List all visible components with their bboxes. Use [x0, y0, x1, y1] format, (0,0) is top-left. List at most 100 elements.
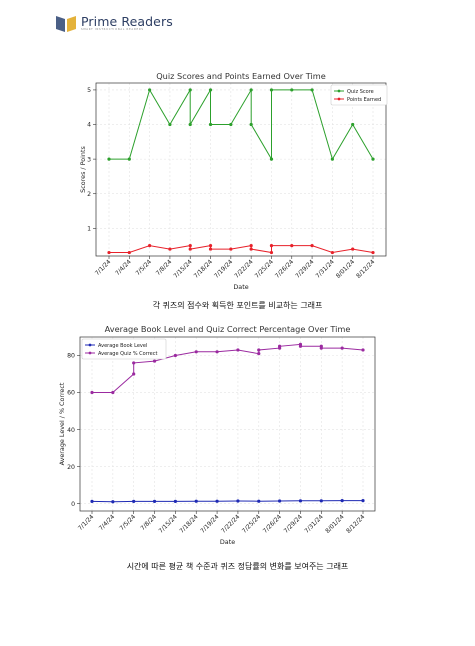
x-axis-label: Date [220, 538, 235, 546]
legend-marker [337, 97, 341, 101]
data-point [249, 244, 253, 248]
data-point [310, 244, 314, 248]
x-tick-label: 7/1/24 [94, 258, 113, 277]
data-point [148, 244, 152, 248]
y-tick-label: 4 [87, 122, 91, 129]
y-tick-label: 1 [87, 226, 91, 233]
x-tick-label: 7/25/24 [241, 513, 262, 534]
chart-caption-1: 각 퀴즈의 점수와 획득한 포인트를 비교하는 그래프 [152, 301, 323, 310]
data-point [215, 350, 219, 354]
legend-label: Quiz Score [347, 89, 374, 95]
data-point [194, 499, 198, 503]
chart-quiz-scores: 1 2 3 4 5 7/1/24 7/4/24 7/5/24 7/8/24 7/15/24 7/18… [0, 66, 475, 296]
data-point [90, 499, 94, 503]
x-tick-label: 7/8/24 [139, 513, 158, 532]
x-tick-label: 8/01/24 [335, 258, 356, 279]
legend-box [81, 338, 167, 360]
x-tick-label: 7/29/24 [283, 513, 304, 534]
data-point [215, 499, 219, 503]
series-line [91, 500, 363, 503]
data-point [257, 499, 261, 503]
book-logo-icon [56, 14, 76, 32]
x-tick-label: 7/26/24 [262, 513, 283, 534]
data-point [351, 122, 355, 127]
y-tick-label: 80 [67, 353, 75, 360]
data-point [188, 247, 192, 251]
data-point [127, 157, 131, 161]
brand-logo: Prime Readers SMART INSTRUCTIONAL READER… [56, 12, 173, 34]
data-point [107, 250, 111, 255]
data-point [269, 88, 274, 92]
legend-marker [88, 343, 92, 347]
data-point [278, 344, 282, 348]
y-tick-label: 2 [87, 191, 91, 198]
data-point [229, 122, 233, 127]
data-point [340, 346, 344, 350]
data-point [152, 359, 157, 363]
x-tick-label: 7/31/24 [303, 513, 324, 534]
legend-label: Average Quiz % Correct [98, 351, 157, 357]
data-point [132, 499, 136, 503]
data-point [236, 499, 240, 503]
legend-label: Average Book Level [98, 343, 147, 349]
data-point [208, 122, 213, 127]
x-tick-label: 7/5/24 [119, 513, 138, 532]
data-point [132, 361, 136, 365]
y-tick-label: 60 [67, 390, 75, 397]
x-tick-label: 7/26/24 [274, 258, 295, 279]
data-point [361, 499, 365, 503]
data-point [330, 157, 334, 161]
quiz-scores-chart-svg: 1 2 3 4 5 7/1/24 7/4/24 7/5/24 7/8/247/15/247/18… [79, 71, 388, 291]
data-point [148, 88, 152, 92]
data-point [290, 244, 294, 248]
x-tick-label: 7/1/24 [77, 513, 96, 532]
data-point [127, 250, 131, 255]
x-tick-label: 7/18/24 [193, 258, 214, 279]
data-point [208, 247, 213, 251]
x-tick-label: 7/25/24 [254, 258, 275, 279]
x-tick-label: 7/8/24 [155, 258, 174, 277]
data-point [249, 247, 253, 251]
x-tick-label: 7/22/24 [233, 258, 254, 279]
data-point [269, 250, 274, 255]
data-point [168, 247, 172, 251]
chart-book-level: 0 20 40 60 80 7/1/24 7/4/24 7/5/24 7/8/24 7/15/24… [0, 320, 475, 552]
x-tick-label: 8/12/24 [355, 258, 376, 279]
y-tick-label: 5 [87, 87, 91, 94]
x-tick-label: 7/18/24 [178, 513, 199, 534]
series-line [109, 88, 374, 161]
book-level-chart-svg: 0 20 40 60 80 7/1/24 7/4/24 7/5/24 7/8/24 7/15/24… [58, 324, 376, 546]
legend-marker [337, 89, 341, 93]
x-axis-label: Date [233, 283, 248, 291]
data-point [111, 390, 115, 395]
x-tick-label: 7/29/24 [294, 258, 315, 279]
legend-box [330, 84, 388, 106]
y-tick-label: 0 [71, 501, 75, 508]
data-point [188, 122, 192, 127]
data-point [278, 499, 282, 503]
data-point [249, 88, 253, 92]
y-axis-label: Scores / Points [79, 146, 87, 193]
data-point [111, 500, 115, 504]
data-point [361, 348, 365, 352]
x-tick-label: 7/22/24 [220, 513, 241, 534]
data-point [132, 372, 136, 376]
brand-name: Prime Readers [81, 13, 173, 29]
legend-marker [88, 351, 92, 355]
y-tick-label: 3 [87, 156, 91, 163]
data-point [208, 88, 213, 92]
data-point [168, 122, 172, 127]
y-tick-label: 20 [67, 464, 75, 471]
x-tick-label: 8/12/24 [345, 513, 366, 534]
data-point [107, 157, 111, 161]
data-point [351, 247, 355, 251]
plot-frame [79, 336, 376, 512]
x-tick-label: 7/19/24 [213, 258, 234, 279]
y-tick-label: 40 [67, 427, 75, 434]
x-tick-label: 7/4/24 [98, 513, 117, 532]
chart-title: Average Book Level and Quiz Correct Perc… [105, 324, 351, 334]
data-point [188, 88, 192, 92]
x-tick-label: 7/5/24 [134, 258, 153, 277]
chart-title: Quiz Scores and Points Earned Over Time [156, 71, 326, 81]
x-tick-label: 7/4/24 [114, 258, 133, 277]
